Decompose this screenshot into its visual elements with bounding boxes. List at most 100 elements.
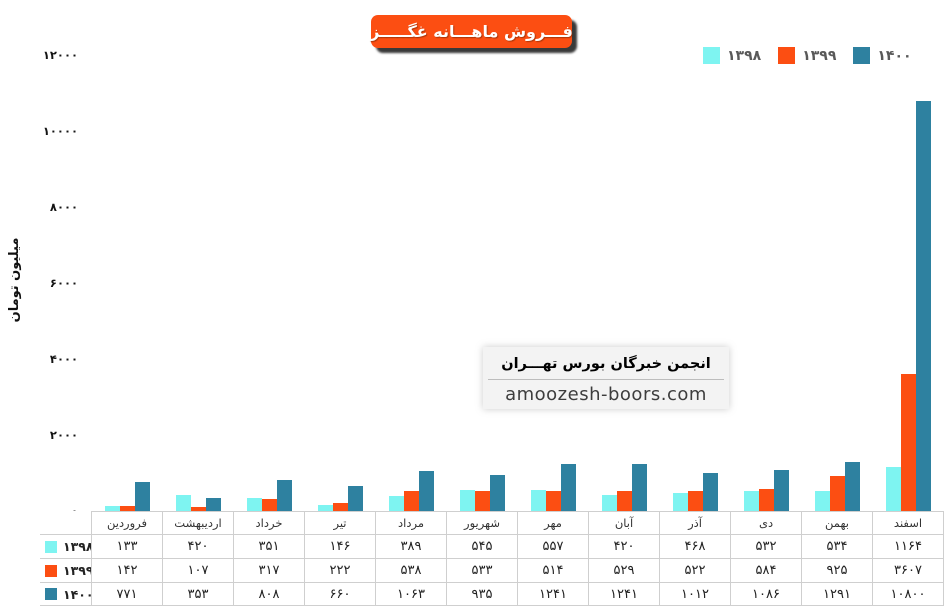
table-month-header-7: مهر [518, 511, 589, 535]
bar-1399-month-8 [617, 491, 632, 511]
y-tick-label-4000: ۴۰۰۰ [49, 352, 78, 366]
table-value-1398-month-3: ۳۵۱ [234, 535, 305, 559]
data-table: فروردین اردیبهشت خرداد تیر مرداد شهریور مهر آبا… [40, 511, 944, 606]
bar-1399-month-5 [404, 491, 419, 511]
chart-title: فـــروش ماهـــانه غگـــــز [370, 22, 573, 41]
bar-1400-month-11 [845, 462, 860, 511]
legend-swatch-1399-icon [778, 47, 796, 64]
bar-1399-month-9 [688, 491, 703, 511]
series-swatch-1398-icon [45, 540, 57, 553]
bar-1398-month-1 [105, 506, 120, 511]
table-value-1399-month-2: ۱۰۷ [163, 559, 234, 583]
y-tick-label-12000: ۱۲۰۰۰ [42, 48, 78, 62]
table-value-1399-month-10: ۵۸۴ [731, 559, 802, 583]
y-tick-label-6000: ۶۰۰۰ [49, 276, 78, 290]
bar-1400-month-1 [135, 482, 150, 511]
table-month-header-5: مرداد [376, 511, 447, 535]
series-swatch-1400-icon [45, 588, 57, 600]
plot-area [92, 0, 944, 511]
watermark: انجمن خبرگان بورس تهـــران amoozesh-boor… [483, 347, 729, 409]
bar-1400-month-5 [419, 471, 434, 511]
bar-1398-month-6 [460, 490, 475, 511]
table-corner-cell [40, 511, 92, 535]
table-month-header-3: خرداد [234, 511, 305, 535]
legend-label-1399: ۱۳۹۹ [802, 47, 837, 64]
table-value-1398-month-10: ۵۳۲ [731, 535, 802, 559]
bar-1399-month-6 [475, 491, 490, 511]
table-value-1399-month-5: ۵۳۸ [376, 559, 447, 583]
bar-1398-month-11 [815, 491, 830, 511]
table-value-1398-month-2: ۴۲۰ [163, 535, 234, 559]
series-year-label-1399: ۱۳۹۹ [63, 563, 92, 578]
table-month-header-12: اسفند [873, 511, 944, 535]
bar-1398-month-7 [531, 490, 546, 511]
table-value-1400-month-11: ۱۲۹۱ [802, 583, 873, 606]
bar-1398-month-3 [247, 498, 262, 511]
bar-1398-month-5 [389, 496, 404, 511]
y-axis: میلیون تومان ۰۲۰۰۰۴۰۰۰۶۰۰۰۸۰۰۰۱۰۰۰۰۱۲۰۰۰ [0, 0, 85, 612]
bar-1400-month-8 [632, 464, 647, 511]
y-tick-label-10000: ۱۰۰۰۰ [42, 124, 78, 138]
bar-1399-month-10 [759, 489, 774, 511]
y-tick-label-2000: ۲۰۰۰ [49, 428, 78, 442]
legend-item-1400: ۱۴۰۰ [853, 47, 912, 64]
table-value-1399-month-12: ۳۶۰۷ [873, 559, 944, 583]
table-value-1400-month-7: ۱۲۴۱ [518, 583, 589, 606]
bar-1398-month-9 [673, 493, 688, 511]
table-value-1399-month-6: ۵۳۳ [447, 559, 518, 583]
bar-1400-month-10 [774, 470, 789, 511]
table-month-header-1: فروردین [92, 511, 163, 535]
table-value-1400-month-5: ۱۰۶۳ [376, 583, 447, 606]
bar-1400-month-9 [703, 473, 718, 511]
bar-1399-month-11 [830, 476, 845, 511]
legend-label-1398: ۱۳۹۸ [727, 47, 762, 64]
table-value-1400-month-3: ۸۰۸ [234, 583, 305, 606]
table-value-1398-month-5: ۳۸۹ [376, 535, 447, 559]
table-value-1399-month-7: ۵۱۴ [518, 559, 589, 583]
bar-1400-month-3 [277, 480, 292, 511]
table-value-1400-month-12: ۱۰۸۰۰ [873, 583, 944, 606]
bar-1400-month-4 [348, 486, 363, 511]
bar-1399-month-2 [191, 507, 206, 511]
table-value-1399-month-9: ۵۲۲ [660, 559, 731, 583]
table-value-1400-month-9: ۱۰۱۲ [660, 583, 731, 606]
table-value-1399-month-3: ۳۱۷ [234, 559, 305, 583]
table-value-1398-month-6: ۵۴۵ [447, 535, 518, 559]
table-month-header-2: اردیبهشت [163, 511, 234, 535]
legend-swatch-1398-icon [703, 47, 720, 64]
table-value-1399-month-4: ۲۲۲ [305, 559, 376, 583]
table-month-header-10: دی [731, 511, 802, 535]
table-value-1398-month-9: ۴۶۸ [660, 535, 731, 559]
table-value-1400-month-6: ۹۳۵ [447, 583, 518, 606]
bar-1399-month-4 [333, 503, 348, 511]
table-value-1398-month-11: ۵۳۴ [802, 535, 873, 559]
table-month-header-4: تیر [305, 511, 376, 535]
table-value-1398-month-1: ۱۳۳ [92, 535, 163, 559]
bar-1399-month-7 [546, 491, 561, 511]
watermark-fa-text: انجمن خبرگان بورس تهـــران [488, 354, 724, 380]
table-value-1398-month-7: ۵۵۷ [518, 535, 589, 559]
table-value-1399-month-8: ۵۲۹ [589, 559, 660, 583]
table-value-1400-month-2: ۳۵۳ [163, 583, 234, 606]
table-value-1398-month-8: ۴۲۰ [589, 535, 660, 559]
table-value-1399-month-1: ۱۴۲ [92, 559, 163, 583]
table-value-1400-month-4: ۶۶۰ [305, 583, 376, 606]
table-value-1400-month-8: ۱۲۴۱ [589, 583, 660, 606]
table-row-header-1399: ۱۳۹۹ [40, 559, 92, 583]
table-value-1398-month-4: ۱۴۶ [305, 535, 376, 559]
legend-item-1398: ۱۳۹۸ [703, 47, 761, 64]
bar-1399-month-12 [901, 374, 916, 511]
bar-1398-month-4 [318, 505, 333, 511]
legend-swatch-1400-icon [853, 47, 871, 64]
bar-1398-month-12 [886, 467, 901, 511]
y-tick-label-8000: ۸۰۰۰ [49, 200, 78, 214]
bar-1400-month-12 [916, 101, 931, 511]
series-year-label-1400: ۱۴۰۰ [63, 586, 92, 602]
table-value-1400-month-10: ۱۰۸۶ [731, 583, 802, 606]
bar-1399-month-3 [262, 499, 277, 511]
bar-1400-month-7 [561, 464, 576, 511]
table-row-header-1400: ۱۴۰۰ [40, 583, 92, 606]
table-value-1400-month-1: ۷۷۱ [92, 583, 163, 606]
bar-1400-month-2 [206, 498, 221, 511]
